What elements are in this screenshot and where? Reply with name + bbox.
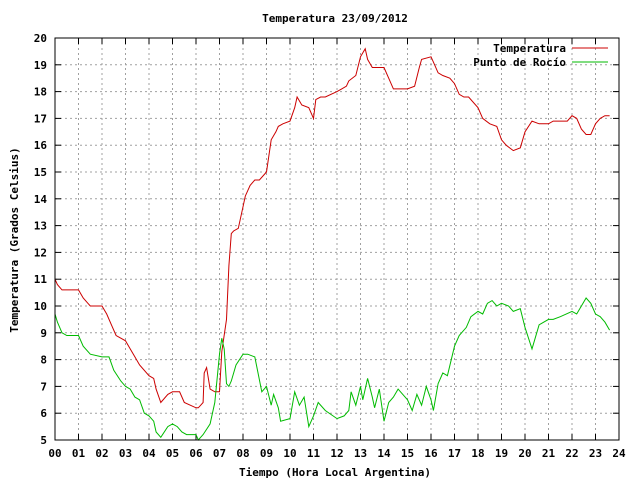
y-tick-label: 13	[34, 220, 47, 233]
y-tick-label: 18	[34, 86, 47, 99]
x-tick-label: 02	[95, 447, 108, 460]
x-tick-label: 17	[448, 447, 461, 460]
x-tick-label: 22	[565, 447, 578, 460]
plot-frame	[54, 37, 620, 441]
x-tick-label: 20	[518, 447, 531, 460]
x-tick-label: 24	[612, 447, 626, 460]
y-tick-label: 7	[40, 380, 47, 393]
x-tick-label: 00	[48, 447, 61, 460]
y-tick-label: 19	[34, 59, 47, 72]
x-tick-labels: 00 01 02 03 04 05 06 07 08 09 10 11 12 13 14 15 16 17 18 19…	[48, 447, 626, 460]
x-tick-label: 08	[236, 447, 249, 460]
x-tick-label: 12	[330, 447, 343, 460]
x-tick-label: 05	[166, 447, 179, 460]
x-tick-label: 11	[307, 447, 321, 460]
x-tick-label: 04	[142, 447, 156, 460]
x-tick-label: 14	[377, 447, 391, 460]
x-tick-label: 13	[354, 447, 367, 460]
y-tick-label: 16	[34, 139, 48, 152]
series-line-punto-de-rocio	[54, 297, 611, 441]
y-tick-label: 11	[34, 273, 48, 286]
x-axis-label: Tiempo (Hora Local Argentina)	[239, 466, 431, 479]
x-tick-label: 23	[589, 447, 602, 460]
y-tick-label: 10	[34, 300, 47, 313]
legend-label: Temperatura	[493, 42, 566, 55]
chart-title: Temperatura 23/09/2012	[262, 12, 408, 25]
x-tick-label: 19	[495, 447, 508, 460]
y-tick-label: 12	[34, 246, 47, 259]
y-tick-label: 6	[40, 407, 47, 420]
x-tick-label: 18	[471, 447, 484, 460]
series-line-temperatura	[54, 47, 610, 409]
grid-lines	[55, 38, 619, 440]
y-tick-label: 9	[40, 327, 47, 340]
y-tick-label: 8	[40, 354, 47, 367]
legend-label: Punto de Rocío	[473, 56, 566, 69]
y-tick-label: 5	[40, 434, 47, 447]
y-axis-label: Temperatura (Grados Celsius)	[8, 147, 21, 332]
x-tick-label: 15	[401, 447, 414, 460]
y-tick-label: 14	[34, 193, 48, 206]
x-tick-label: 10	[283, 447, 296, 460]
x-tick-label: 21	[542, 447, 556, 460]
y-tick-label: 17	[34, 112, 47, 125]
x-tick-label: 06	[189, 447, 203, 460]
x-tick-label: 16	[424, 447, 438, 460]
x-tick-label: 09	[260, 447, 273, 460]
series-layer	[54, 47, 611, 441]
x-tick-label: 03	[119, 447, 132, 460]
y-tick-label: 20	[34, 32, 47, 45]
x-tick-label: 07	[213, 447, 226, 460]
y-tick-label: 15	[34, 166, 47, 179]
x-tick-label: 01	[72, 447, 86, 460]
y-tick-labels: 5 6 7 8 9 10 11 12 13 14 15 16 17 18 19 20	[34, 32, 48, 447]
